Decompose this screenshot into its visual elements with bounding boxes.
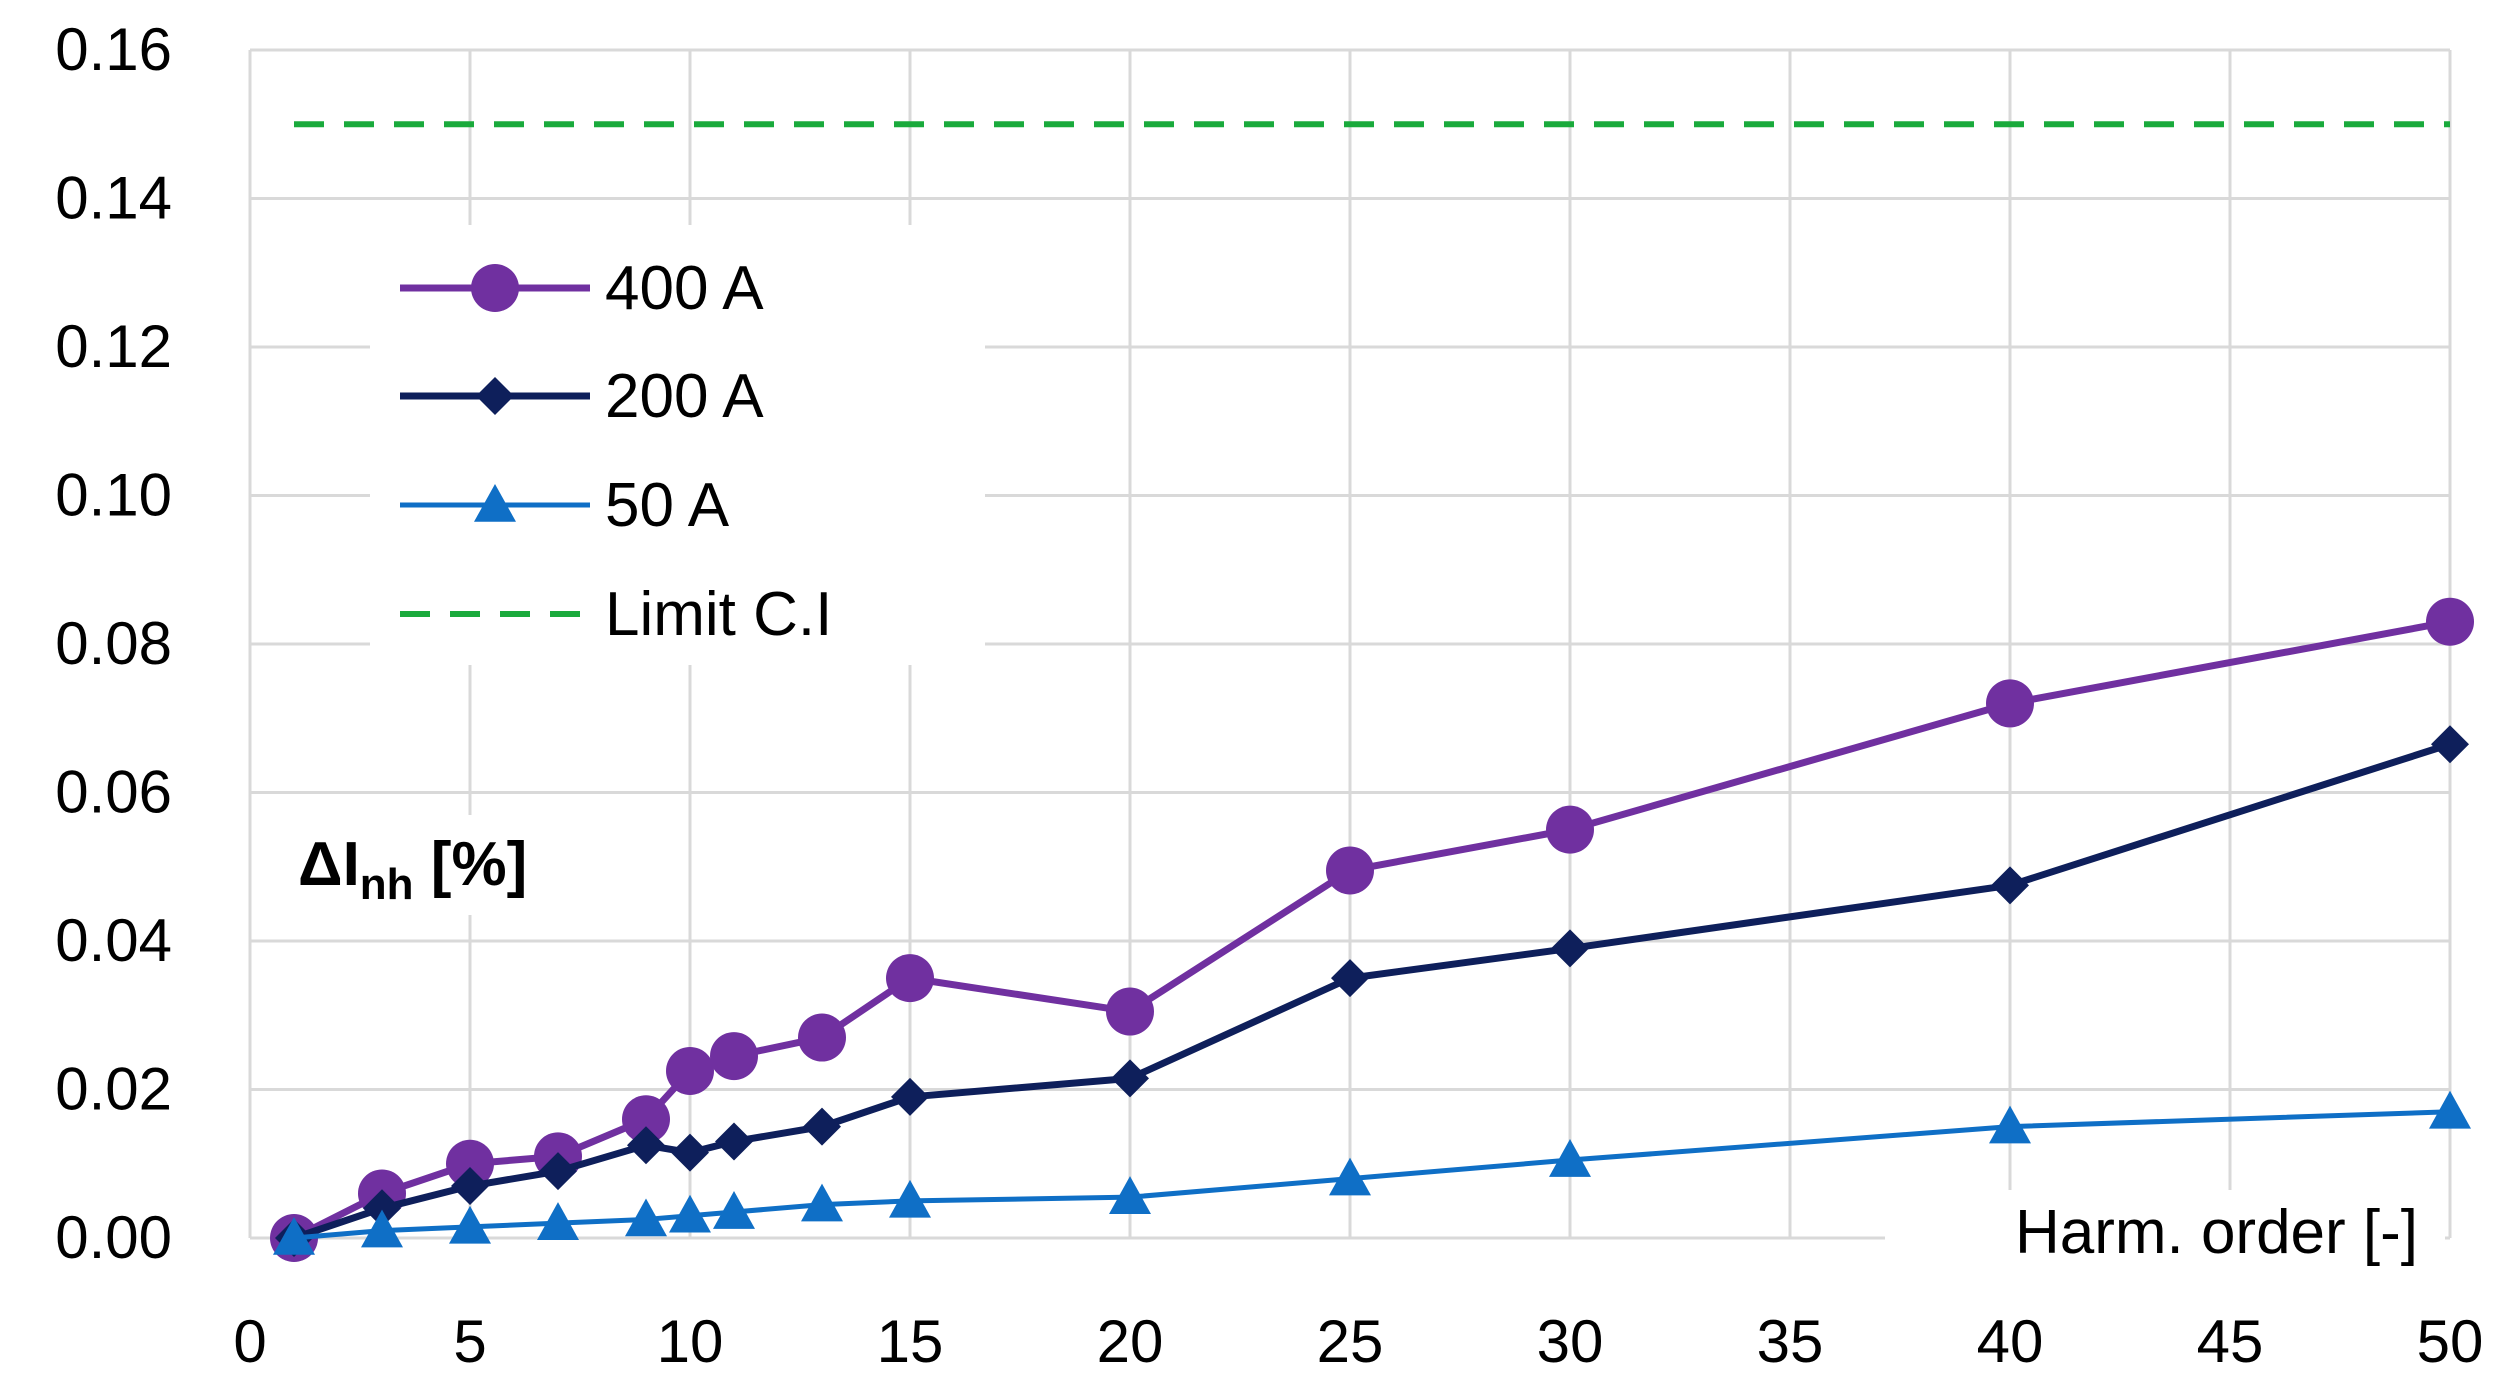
- series-1-point-7: [803, 1107, 841, 1146]
- series-1-point-3: [539, 1152, 577, 1191]
- y-tick-label-4: 0.08: [55, 610, 172, 677]
- y-axis-label-main: ΔI: [298, 830, 360, 899]
- legend-item-3: Limit C.I: [400, 580, 832, 649]
- x-tick-label-2: 10: [657, 1308, 724, 1375]
- series-0-point-5: [666, 1046, 714, 1095]
- series-1: [275, 725, 2469, 1257]
- series-0-point-4: [622, 1095, 670, 1144]
- series-2-point-12: [1989, 1105, 2031, 1144]
- series-1-point-12: [1991, 866, 2029, 905]
- y-tick-labels: 0.00 0.02 0.04 0.06 0.08 0.10 0.12 0.14 0.16: [55, 16, 172, 1271]
- y-tick-label-2: 0.04: [55, 907, 172, 974]
- x-axis-label-background: [1885, 1190, 2445, 1270]
- series-2-point-1: [361, 1209, 403, 1248]
- legend-items: 400 A 200 A 50 A Limit C.I: [400, 254, 832, 649]
- series-2-point-2: [449, 1205, 491, 1244]
- y-axis-label: ΔInh [%]: [290, 815, 580, 915]
- series-2-point-11: [1549, 1139, 1591, 1177]
- x-tick-label-7: 35: [1757, 1308, 1824, 1375]
- legend-label-2: 50 A: [605, 471, 730, 540]
- series-0-point-8: [886, 954, 934, 1003]
- series-2-point-5: [669, 1194, 711, 1233]
- series-1-point-13: [2431, 725, 2469, 764]
- series-2-point-9: [1109, 1176, 1151, 1214]
- x-tick-labels: 0 5 10 15 20 25 30 35 40 45 50: [233, 1308, 2483, 1375]
- series-2-point-0: [273, 1217, 315, 1255]
- series-2: [273, 1090, 2471, 1255]
- y-axis-label-unit: [%]: [431, 830, 527, 899]
- series-0-point-2: [446, 1139, 494, 1188]
- series-1-point-5: [671, 1133, 709, 1172]
- series-2-point-8: [889, 1179, 931, 1218]
- series-0-point-9: [1106, 987, 1154, 1036]
- legend-label-1: 200 A: [605, 362, 764, 431]
- series-2-point-13: [2429, 1090, 2471, 1129]
- series-0-point-11: [1546, 805, 1594, 854]
- legend-swatch-marker-2: [474, 484, 516, 522]
- series-1-point-8: [891, 1077, 929, 1116]
- series-1-point-6: [715, 1122, 753, 1161]
- x-tick-label-10: 50: [2417, 1308, 2484, 1375]
- x-axis-label: Harm. order [-]: [1885, 1190, 2445, 1270]
- legend-swatch-marker-0: [471, 264, 519, 312]
- series-2-point-6: [713, 1191, 755, 1229]
- y-tick-label-1: 0.02: [55, 1056, 172, 1123]
- series-1-point-1: [363, 1189, 401, 1228]
- legend-item-1: 200 A: [400, 362, 764, 431]
- series-layer: [270, 121, 2474, 1262]
- y-axis-label-sub: nh: [360, 860, 414, 909]
- x-axis-label-text: Harm. order [-]: [2015, 1198, 2418, 1267]
- y-tick-label-6: 0.12: [55, 313, 172, 380]
- y-tick-label-8: 0.16: [55, 16, 172, 83]
- y-tick-label-3: 0.06: [55, 759, 172, 826]
- series-0-point-6: [710, 1032, 758, 1081]
- legend-item-0: 400 A: [400, 254, 764, 323]
- y-tick-label-0: 0.00: [55, 1204, 172, 1271]
- series-0-point-13: [2426, 597, 2474, 646]
- x-tick-label-8: 40: [1977, 1308, 2044, 1375]
- legend-item-2: 50 A: [400, 471, 730, 540]
- series-0-point-7: [798, 1013, 846, 1062]
- y-axis-label-text: ΔInh [%]: [298, 830, 527, 909]
- legend-background: [370, 225, 985, 665]
- x-tick-label-3: 15: [877, 1308, 944, 1375]
- series-2-point-7: [801, 1183, 843, 1222]
- y-axis-label-space: [414, 830, 431, 899]
- series-2-point-10: [1329, 1157, 1371, 1196]
- series-0-point-10: [1326, 846, 1374, 895]
- series-1-point-9: [1111, 1059, 1149, 1098]
- y-tick-label-7: 0.14: [55, 165, 172, 232]
- series-1-point-11: [1551, 929, 1589, 968]
- series-1-point-4: [627, 1126, 665, 1165]
- legend-label-3: Limit C.I: [605, 580, 832, 649]
- legend: 400 A 200 A 50 A Limit C.I: [370, 225, 985, 665]
- y-tick-label-5: 0.10: [55, 462, 172, 529]
- x-tick-label-5: 25: [1317, 1308, 1384, 1375]
- series-line-2: [293, 1109, 2451, 1241]
- legend-label-0: 400 A: [605, 254, 764, 323]
- legend-swatch-marker-1: [476, 377, 514, 415]
- x-tick-label-4: 20: [1097, 1308, 1164, 1375]
- series-2-point-3: [537, 1202, 579, 1240]
- series-2-point-4: [625, 1198, 667, 1237]
- x-tick-label-1: 5: [453, 1308, 486, 1375]
- y-axis-label-background: [290, 815, 580, 915]
- x-tick-label-6: 30: [1537, 1308, 1604, 1375]
- series-0-point-12: [1986, 679, 2034, 728]
- series-1-point-10: [1331, 959, 1369, 998]
- x-tick-label-9: 45: [2197, 1308, 2264, 1375]
- x-tick-label-0: 0: [233, 1308, 266, 1375]
- series-1-point-2: [451, 1167, 489, 1206]
